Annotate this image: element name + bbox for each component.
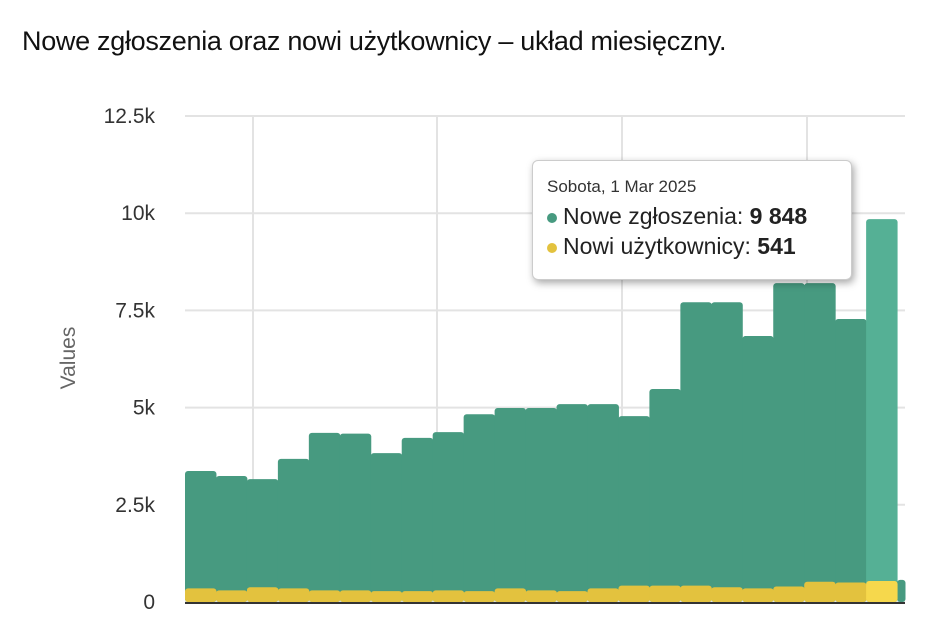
chart-title: Nowe zgłoszenia oraz nowi użytkownicy – …: [22, 26, 727, 56]
bar-new-users: [866, 580, 898, 602]
bar-new-users: [308, 590, 341, 602]
tooltip-label: Nowe zgłoszenia:: [563, 203, 744, 229]
bar-new-tickets: [185, 470, 217, 602]
y-tick-label: 2.5k: [115, 494, 155, 517]
bar-new-tickets: [277, 458, 310, 602]
bar-new-tickets: [525, 407, 558, 602]
y-tick-label: 10k: [121, 202, 155, 225]
bar-new-tickets: [401, 437, 434, 602]
tooltip-value: 9 848: [749, 203, 808, 229]
tooltip: Sobota, 1 Mar 2025 Nowe zgłoszenia: 9 84…: [532, 160, 852, 280]
bar-new-users: [339, 590, 372, 602]
y-axis-label: Values: [57, 327, 80, 390]
bar-new-users: [742, 588, 774, 602]
bar-new-tickets: [215, 476, 248, 602]
bar-new-users: [835, 582, 867, 602]
bar-new-tickets: [308, 432, 341, 602]
y-tick-label: 7.5k: [115, 299, 155, 322]
bar-new-users: [246, 587, 279, 602]
bar-new-users: [556, 591, 588, 602]
y-tick-label: 0: [143, 591, 155, 614]
bar-new-users: [277, 588, 310, 602]
y-tick-label: 12.5k: [104, 105, 156, 128]
bar-new-tickets: [866, 219, 898, 603]
bar-new-tickets: [556, 404, 588, 602]
series-dot-icon: [547, 242, 557, 253]
bar-new-tickets: [339, 433, 372, 602]
bar-new-tickets: [835, 318, 867, 602]
bar-new-users: [494, 588, 527, 602]
tooltip-label: Nowi użytkownicy:: [563, 233, 751, 259]
bar-new-users: [649, 585, 681, 602]
bar-new-users: [525, 590, 558, 602]
bar-new-tickets: [587, 404, 619, 602]
bar-new-tickets: [773, 283, 805, 602]
tooltip-row-new-users: Nowi użytkownicy: 541: [547, 231, 837, 261]
bar-new-tickets: [494, 407, 527, 602]
bar-new-users: [432, 590, 465, 602]
bar-new-tickets: [463, 414, 496, 602]
bar-new-users: [711, 587, 743, 602]
bar-new-tickets: [246, 479, 279, 602]
bar-new-users: [587, 588, 619, 602]
bar-new-users: [618, 585, 650, 602]
series-dot-icon: [547, 212, 557, 223]
bar-new-tickets: [897, 579, 906, 602]
bar-new-tickets: [804, 283, 836, 602]
y-tick-label: 5k: [133, 397, 156, 420]
bar-new-tickets: [742, 336, 774, 602]
bar-new-users: [773, 586, 805, 602]
bar-new-users: [804, 581, 836, 602]
bar-new-tickets: [370, 453, 403, 602]
bar-new-tickets: [680, 302, 712, 602]
bar-new-tickets: [618, 416, 650, 602]
bar-new-users: [463, 591, 496, 602]
bar-new-users: [215, 590, 248, 602]
bar-new-users: [401, 591, 434, 602]
tooltip-value: 541: [757, 233, 796, 259]
bar-new-tickets: [432, 432, 465, 602]
bar-new-tickets: [711, 302, 743, 602]
bar-new-users: [185, 588, 217, 602]
tooltip-date: Sobota, 1 Mar 2025: [547, 177, 697, 196]
tooltip-row-new-tickets: Nowe zgłoszenia: 9 848: [547, 201, 837, 231]
bar-new-users: [680, 585, 712, 602]
bar-new-tickets: [649, 388, 681, 602]
bar-new-users: [370, 591, 403, 602]
